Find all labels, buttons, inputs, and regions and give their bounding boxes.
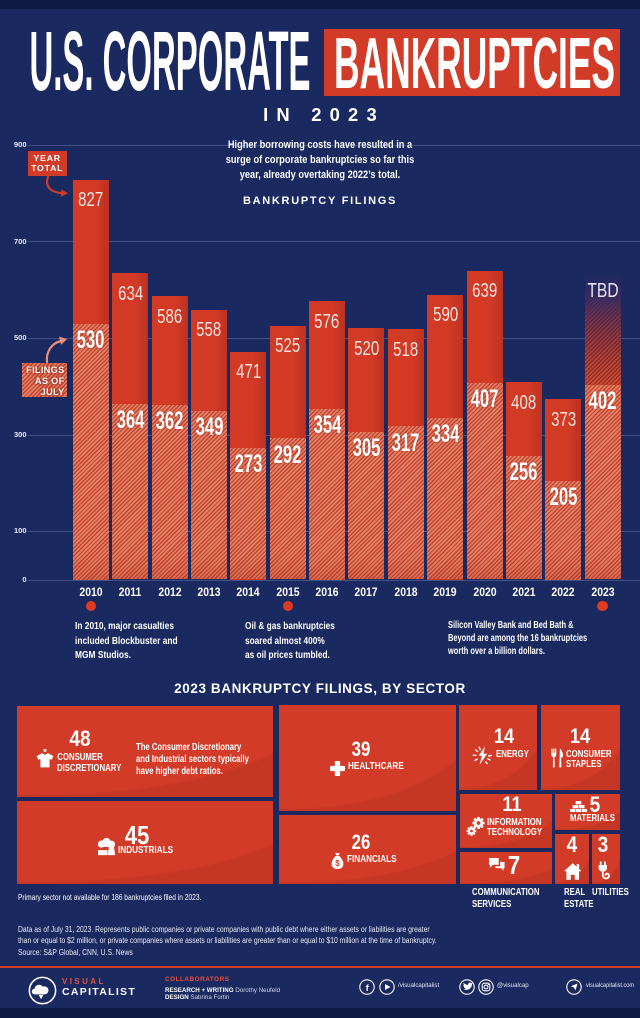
svg-text:$: $	[335, 859, 340, 868]
svg-text:f: f	[366, 983, 370, 994]
svg-text:BANKRUPTCIES: BANKRUPTCIES	[334, 23, 615, 104]
svg-text:U.S. CORPORATE: U.S. CORPORATE	[30, 14, 311, 108]
